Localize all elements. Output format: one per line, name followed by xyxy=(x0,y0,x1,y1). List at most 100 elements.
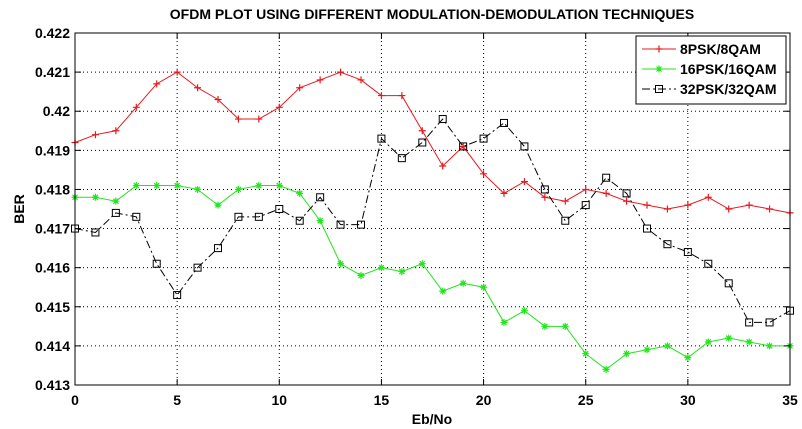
data-point xyxy=(337,68,345,76)
legend-label: 16PSK/16QAM xyxy=(680,61,776,77)
data-point xyxy=(173,182,181,190)
data-point xyxy=(439,162,447,170)
legend-marker xyxy=(655,85,663,93)
data-point xyxy=(296,189,304,197)
series-1 xyxy=(71,68,794,217)
data-point xyxy=(602,173,611,182)
data-point xyxy=(582,350,590,358)
data-point xyxy=(234,212,243,221)
data-point xyxy=(112,197,120,205)
axis-ticks: 0 5 10 15 20 25 30 35 0.413 0.414 0.415 0.416 0.417 0… xyxy=(35,25,798,408)
data-point xyxy=(704,193,712,201)
data-point xyxy=(397,154,406,163)
x-tick-label: 25 xyxy=(578,392,594,408)
data-point xyxy=(234,115,242,123)
y-tick-label: 0.422 xyxy=(35,25,70,41)
data-point xyxy=(336,220,345,229)
legend-label: 32PSK/32QAM xyxy=(680,81,776,97)
y-tick-label: 0.417 xyxy=(35,221,70,237)
data-point xyxy=(439,287,447,295)
data-point xyxy=(337,260,345,268)
y-tick-label: 0.419 xyxy=(35,142,70,158)
data-point xyxy=(520,178,528,186)
x-tick-label: 35 xyxy=(782,392,798,408)
data-point xyxy=(316,76,324,84)
series-line xyxy=(74,118,791,323)
data-point xyxy=(152,259,161,268)
data-point xyxy=(254,212,263,221)
data-point xyxy=(582,185,590,193)
data-point xyxy=(377,92,385,100)
data-point xyxy=(765,318,774,327)
data-point xyxy=(684,201,692,209)
data-point xyxy=(704,338,712,346)
x-tick-label: 5 xyxy=(173,392,181,408)
data-point xyxy=(296,84,304,92)
data-point xyxy=(234,185,242,193)
data-point xyxy=(173,68,181,76)
data-point xyxy=(214,95,222,103)
x-axis-label: Eb/No xyxy=(412,411,452,427)
x-tick-label: 20 xyxy=(476,392,492,408)
data-point xyxy=(663,240,672,249)
data-point xyxy=(398,268,406,276)
data-point xyxy=(91,228,100,237)
x-tick-label: 10 xyxy=(271,392,287,408)
y-tick-label: 0.413 xyxy=(35,377,70,393)
data-point xyxy=(623,350,631,358)
data-point xyxy=(214,244,222,253)
data-point xyxy=(295,216,304,225)
data-point xyxy=(623,197,631,205)
data-point xyxy=(725,334,733,342)
x-tick-label: 0 xyxy=(71,392,79,408)
data-point xyxy=(377,134,386,143)
data-point xyxy=(766,342,774,350)
series-line xyxy=(75,185,790,370)
chart-title: OFDM PLOT USING DIFFERENT MODULATION-DEM… xyxy=(170,6,694,22)
data-point xyxy=(520,307,528,315)
data-point xyxy=(316,193,325,202)
data-point xyxy=(561,197,569,205)
data-point xyxy=(561,216,570,225)
y-axis-label: BER xyxy=(11,194,27,224)
x-tick-label: 30 xyxy=(680,392,696,408)
data-point xyxy=(357,76,365,84)
data-point xyxy=(643,224,651,233)
data-point xyxy=(745,338,753,346)
data-point xyxy=(663,205,671,213)
data-point xyxy=(255,182,263,190)
data-point xyxy=(438,115,447,124)
data-point xyxy=(398,92,406,100)
data-point xyxy=(377,264,385,272)
data-point xyxy=(724,279,733,288)
data-point xyxy=(684,354,692,362)
data-point xyxy=(194,185,202,193)
data-point xyxy=(357,271,365,279)
data-point xyxy=(480,283,488,291)
data-point xyxy=(459,142,468,151)
data-point xyxy=(602,189,610,197)
data-point xyxy=(480,170,488,178)
series-3 xyxy=(71,115,794,327)
data-point xyxy=(111,208,120,217)
y-tick-label: 0.42 xyxy=(43,103,70,119)
data-point xyxy=(112,127,120,135)
data-point xyxy=(581,201,590,210)
data-point xyxy=(357,220,365,229)
data-point xyxy=(91,193,99,201)
data-point xyxy=(704,259,713,268)
data-point xyxy=(418,138,427,147)
data-point xyxy=(173,291,182,300)
data-point xyxy=(602,365,610,373)
data-point xyxy=(316,217,324,225)
data-point xyxy=(275,182,283,190)
data-point xyxy=(725,205,733,213)
data-point xyxy=(459,142,467,150)
y-tick-label: 0.416 xyxy=(35,260,70,276)
data-point xyxy=(132,182,140,190)
data-point xyxy=(459,279,467,287)
data-point xyxy=(153,182,161,190)
data-point xyxy=(683,248,692,257)
data-point xyxy=(540,185,549,194)
